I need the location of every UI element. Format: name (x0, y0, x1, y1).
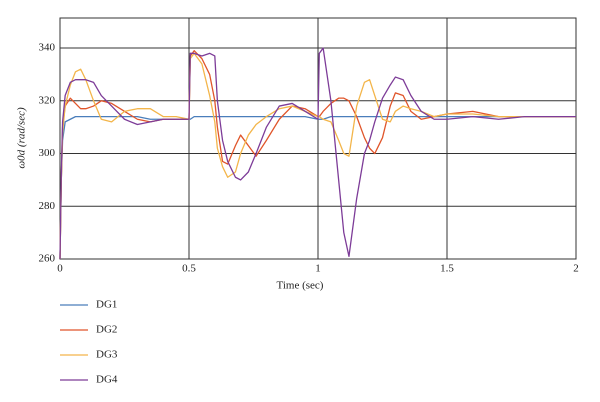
x-tick-label: 0 (57, 263, 63, 275)
x-axis-label: Time (sec) (277, 280, 324, 292)
legend-label: DG2 (96, 324, 117, 336)
legend-label: DG1 (96, 299, 117, 311)
y-tick-label: 340 (39, 42, 56, 54)
y-tick-label: 300 (39, 147, 56, 159)
legend-label: DG4 (96, 374, 118, 386)
x-tick-label: 1 (315, 263, 321, 275)
x-tick-label: 1.5 (440, 263, 454, 275)
y-axis-label: ω0d (rad/sec) (16, 107, 28, 169)
x-tick-label: 2 (573, 263, 579, 275)
y-tick-label: 320 (39, 94, 56, 106)
series-line (59, 115, 576, 260)
legend-label: DG3 (96, 349, 118, 361)
y-tick-label: 280 (39, 200, 56, 212)
series-line (59, 52, 576, 260)
series-line (59, 50, 576, 260)
series-line (59, 47, 576, 260)
x-tick-label: 0.5 (182, 263, 196, 275)
y-tick-label: 260 (39, 253, 56, 265)
